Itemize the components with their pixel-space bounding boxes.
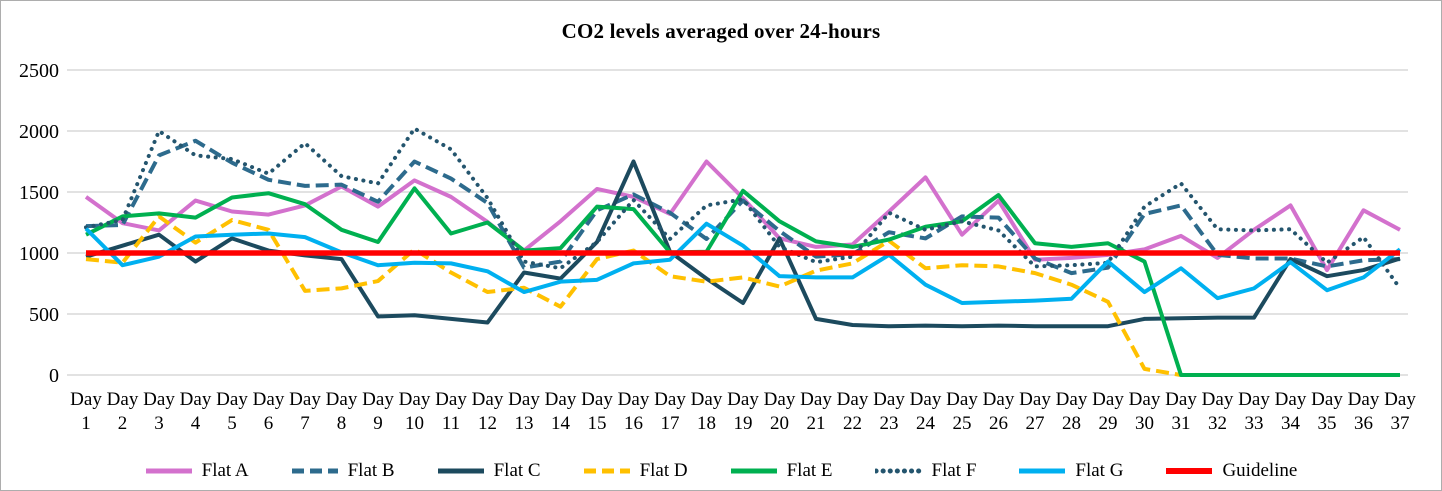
legend-swatch-flat-d [583,468,630,474]
chart-legend: Flat A Flat B Flat C Flat D Flat E Flat F Flat… [1,460,1441,482]
legend-label: Flat D [639,460,688,481]
legend-label: Flat C [493,460,541,481]
x-tick-label: Day 10 [399,389,431,434]
legend-label: Flat E [786,460,833,481]
legend-swatch-flat-a [145,468,192,474]
y-tick-label: 2500 [19,60,59,82]
y-tick-label: 1000 [19,243,59,265]
x-tick-label: Day 20 [764,389,796,434]
x-tick-label: Day 12 [472,389,504,434]
legend-item-flat-f: Flat F [874,460,977,482]
legend-item-guideline: Guideline [1165,460,1297,482]
x-tick-label: Day 19 [727,389,759,434]
x-tick-label: Day 14 [545,389,577,434]
legend-label: Flat B [347,460,395,481]
series-flat-f-line [84,126,1402,291]
x-tick-label: Day 29 [1092,389,1124,434]
legend-label: Flat F [931,460,977,481]
legend-swatch-flat-f [874,468,923,474]
x-tick-label: Day 25 [946,389,978,434]
x-tick-label: Day 9 [362,389,394,434]
x-tick-label: Day 30 [1129,389,1161,434]
chart-title: CO2 levels averaged over 24-hours [561,19,881,43]
x-tick-label: Day 3 [143,389,175,434]
x-tick-label: Day 18 [691,389,723,434]
x-tick-label: Day 4 [180,389,212,434]
legend-item-flat-c: Flat C [437,460,541,482]
legend-label: Guideline [1222,460,1298,481]
x-tick-label: Day 35 [1311,389,1343,434]
x-tick-label: Day 7 [289,389,321,434]
x-tick-label: Day 37 [1384,389,1416,434]
y-tick-label: 0 [49,365,59,387]
legend-item-flat-a: Flat A [145,460,249,482]
legend-item-flat-d: Flat D [583,460,688,482]
x-tick-label: Day 15 [581,389,613,434]
x-tick-label: Day 33 [1238,389,1270,434]
x-tick-label: Day 31 [1165,389,1197,434]
legend-swatch-flat-b [291,468,338,474]
x-tick-label: Day 8 [326,389,358,434]
legend-swatch-flat-e [730,468,777,474]
y-tick-label: 1500 [19,182,59,204]
x-tick-label: Day 17 [654,389,686,434]
legend-item-flat-g: Flat G [1018,460,1123,482]
series-flat-d-line [85,214,1182,377]
legend-swatch-flat-g [1019,468,1066,474]
y-tick-label: 500 [29,304,59,326]
x-tick-label: Day 1 [70,389,102,434]
y-tick-label: 2000 [19,121,59,143]
x-tick-label: Day 21 [800,389,832,434]
x-tick-label: Day 26 [983,389,1015,434]
x-tick-label: Day 11 [435,389,467,434]
legend-label: Flat G [1075,460,1124,481]
x-tick-label: Day 32 [1202,389,1234,434]
x-tick-label: Day 2 [107,389,139,434]
legend-swatch-guideline [1166,468,1213,474]
x-tick-label: Day 22 [837,389,869,434]
legend-item-flat-b: Flat B [291,460,395,482]
x-tick-label: Day 27 [1019,389,1051,434]
x-tick-label: Day 16 [618,389,650,434]
series-flat-g-line [84,221,1402,306]
legend-swatch-flat-c [437,468,484,474]
x-tick-label: Day 28 [1056,389,1088,434]
x-tick-label: Day 6 [253,389,285,434]
legend-item-flat-e: Flat E [730,460,833,482]
x-tick-label: Day 34 [1275,389,1307,434]
series-flat-e-line [85,186,1400,377]
x-tick-label: Day 23 [873,389,905,434]
series-flat-b-line [85,138,1401,276]
legend-label: Flat A [201,460,249,481]
x-tick-label: Day 5 [216,389,248,434]
x-tick-label: Day 24 [910,389,942,434]
x-tick-label: Day 36 [1348,389,1380,434]
x-tick-label: Day 13 [508,389,540,434]
